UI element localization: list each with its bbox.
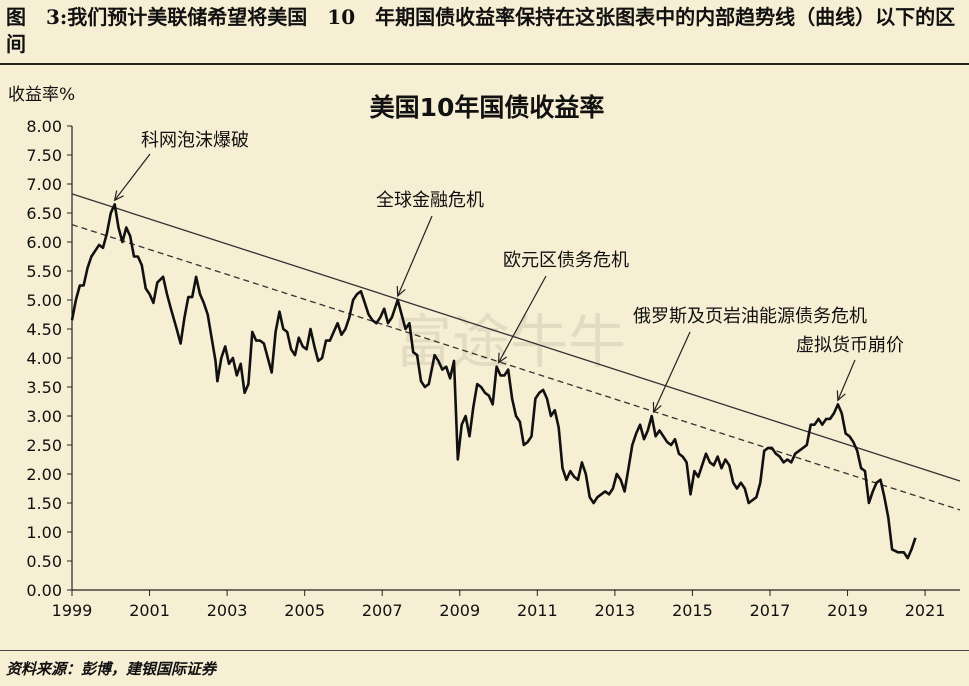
annotation-label: 俄罗斯及页岩油能源债务危机	[633, 306, 867, 327]
annotation-arrowhead	[497, 352, 508, 364]
y-tick-label: 3.00	[26, 407, 62, 426]
yield-line	[70, 203, 917, 560]
y-tick-label: 6.00	[26, 233, 62, 252]
inner-trendline	[71, 223, 961, 511]
x-tick-label: 2011	[517, 601, 558, 620]
y-tick-label: 4.00	[26, 349, 62, 368]
y-tick-label: 1.50	[26, 494, 62, 513]
y-tick-label: 0.00	[26, 581, 62, 600]
chart-axes: 0.00 0.50 1.00 1.50 2.00 2.50 3.00 3.50 4.00 4.50…	[26, 117, 960, 620]
y-tick-label: 6.50	[26, 204, 62, 223]
x-tick-label: 2017	[750, 601, 791, 620]
chart-title: 美国10年国债收益率	[370, 93, 605, 122]
annotation-leader	[114, 153, 151, 201]
annotation-label: 科网泡沫爆破	[141, 130, 249, 151]
y-tick-label: 2.00	[26, 465, 62, 484]
top-divider	[0, 63, 969, 65]
x-tick-label: 1999	[52, 601, 93, 620]
x-tick-label: 2007	[362, 601, 403, 620]
y-tick-label: 8.00	[26, 117, 62, 136]
yield-chart: 富途牛牛 0.000.501.001.502.002.503.003.504.0…	[8, 85, 961, 620]
y-tick-label: 3.50	[26, 378, 62, 397]
series-layer	[70, 203, 917, 560]
source-note: 资料来源：彭博，建银国际证券	[6, 660, 217, 678]
x-tick-label: 2005	[284, 601, 325, 620]
annotation-label: 欧元区债务危机	[503, 250, 629, 271]
figure-caption: 图 3:我们预计美联储希望将美国 10 年期国债收益率保持在这张图表中的内部趋势…	[6, 5, 956, 56]
annotation-arrowhead	[396, 285, 406, 298]
x-tick-label: 2019	[827, 601, 868, 620]
y-tick-label: 4.50	[26, 320, 62, 339]
y-tick-label: 0.50	[26, 552, 62, 571]
y-tick-label: 2.50	[26, 436, 62, 455]
annotation-leader	[498, 275, 547, 363]
annotation-label: 虚拟货币崩价	[796, 335, 904, 356]
annotation-leader	[397, 215, 433, 297]
annotation-arrowhead	[652, 401, 662, 414]
y-tick-label: 7.00	[26, 175, 62, 194]
y-tick-label: 5.50	[26, 262, 62, 281]
x-tick-label: 2009	[439, 601, 480, 620]
bottom-divider	[0, 650, 969, 651]
annotation-leader	[837, 359, 856, 401]
annotation-label: 全球金融危机	[376, 190, 484, 211]
y-tick-label: 1.00	[26, 523, 62, 542]
annotation-arrowhead	[113, 190, 124, 202]
x-tick-label: 2021	[905, 601, 946, 620]
x-tick-label: 2013	[595, 601, 636, 620]
annotation-arrowhead	[836, 390, 846, 402]
x-tick-label: 2015	[672, 601, 713, 620]
y-tick-label: 7.50	[26, 146, 62, 165]
outer-trendline	[71, 193, 961, 482]
x-tick-label: 2003	[207, 601, 248, 620]
y-axis-label: 收益率%	[8, 85, 75, 105]
trendlines	[71, 193, 961, 511]
x-tick-label: 2001	[129, 601, 170, 620]
annotation-leader	[653, 331, 691, 413]
y-tick-label: 5.00	[26, 291, 62, 310]
